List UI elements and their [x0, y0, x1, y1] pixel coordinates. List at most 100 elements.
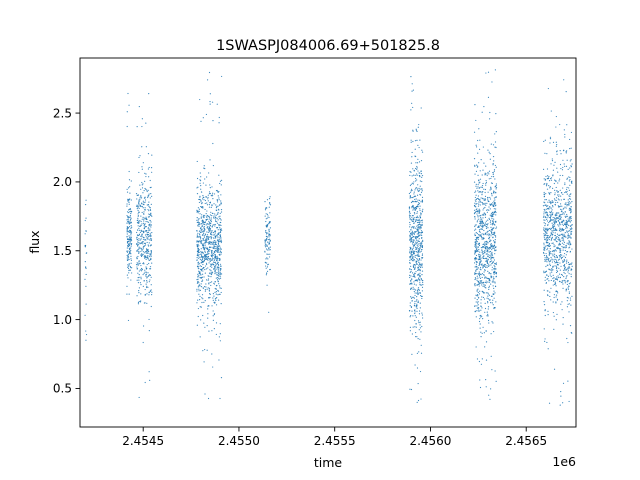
- data-point: [418, 351, 420, 353]
- data-point: [414, 256, 416, 258]
- data-point: [151, 262, 153, 264]
- data-point: [197, 267, 199, 269]
- data-point: [200, 270, 203, 272]
- data-point: [552, 206, 554, 208]
- data-point: [207, 194, 209, 196]
- data-point: [548, 402, 551, 404]
- data-point: [477, 186, 479, 188]
- data-point: [269, 204, 272, 206]
- data-point: [210, 235, 212, 238]
- data-point: [552, 269, 554, 271]
- data-point: [492, 211, 494, 214]
- data-point: [220, 248, 222, 250]
- data-point: [85, 285, 87, 287]
- data-point: [569, 299, 572, 301]
- data-point: [420, 224, 422, 227]
- data-point: [142, 273, 144, 276]
- data-point: [544, 139, 546, 141]
- data-point: [570, 237, 572, 239]
- data-point: [149, 259, 151, 262]
- data-point: [490, 226, 492, 228]
- data-point: [84, 244, 87, 247]
- data-point: [546, 341, 548, 344]
- data-point: [140, 267, 143, 270]
- data-point: [219, 340, 221, 342]
- data-point: [568, 292, 570, 294]
- data-point: [484, 269, 486, 271]
- data-point: [560, 195, 562, 197]
- data-point: [483, 298, 486, 300]
- data-point: [562, 323, 564, 325]
- data-point: [204, 254, 206, 257]
- data-point: [475, 146, 478, 148]
- data-point: [220, 273, 223, 275]
- data-point: [415, 128, 417, 130]
- data-point: [140, 270, 143, 272]
- data-point: [563, 279, 565, 281]
- data-point: [418, 199, 421, 201]
- data-point: [493, 170, 495, 172]
- data-point: [553, 228, 555, 230]
- data-point: [490, 256, 492, 258]
- data-point: [491, 175, 493, 178]
- data-point: [552, 201, 554, 203]
- data-point: [215, 237, 217, 239]
- data-point: [218, 270, 220, 272]
- data-point: [203, 248, 206, 250]
- data-point: [570, 227, 573, 229]
- data-point: [556, 247, 558, 249]
- data-point: [487, 298, 490, 300]
- data-point: [219, 285, 221, 287]
- data-point: [417, 338, 419, 340]
- data-point: [558, 230, 561, 232]
- data-point: [494, 370, 496, 372]
- data-point: [568, 283, 571, 285]
- data-point: [568, 230, 571, 232]
- data-point: [475, 250, 477, 252]
- data-point: [544, 340, 546, 342]
- data-point: [409, 191, 412, 193]
- data-point: [140, 205, 142, 208]
- data-point: [218, 293, 220, 295]
- data-point: [555, 229, 557, 232]
- data-point: [138, 276, 140, 278]
- data-point: [476, 279, 478, 282]
- data-point: [409, 246, 411, 248]
- data-point: [264, 242, 266, 244]
- data-point: [127, 220, 129, 223]
- data-point: [412, 220, 414, 223]
- data-point: [474, 190, 477, 192]
- data-point: [490, 301, 492, 304]
- data-point: [196, 279, 198, 281]
- data-point: [198, 263, 200, 265]
- data-point: [220, 224, 222, 227]
- data-point: [478, 285, 480, 287]
- data-point: [481, 194, 483, 196]
- data-point: [553, 253, 556, 255]
- data-point: [555, 290, 557, 292]
- data-point: [544, 224, 546, 227]
- data-point: [421, 188, 423, 190]
- data-point: [416, 211, 418, 213]
- data-point: [485, 280, 487, 282]
- data-point: [555, 186, 557, 189]
- data-point: [493, 191, 495, 193]
- data-point: [556, 150, 558, 152]
- data-point: [569, 244, 571, 246]
- data-point: [142, 246, 144, 248]
- data-point: [266, 262, 268, 264]
- data-point: [474, 211, 477, 213]
- data-point: [545, 237, 547, 239]
- data-point: [149, 268, 152, 270]
- data-point: [145, 236, 147, 238]
- data-point: [477, 267, 479, 269]
- data-point: [493, 245, 496, 247]
- data-point: [487, 219, 489, 221]
- data-point: [211, 243, 213, 245]
- data-point: [219, 259, 221, 261]
- data-point: [566, 296, 568, 299]
- data-point: [84, 233, 86, 235]
- data-point: [482, 266, 484, 268]
- data-point: [141, 211, 143, 214]
- data-point: [492, 205, 495, 207]
